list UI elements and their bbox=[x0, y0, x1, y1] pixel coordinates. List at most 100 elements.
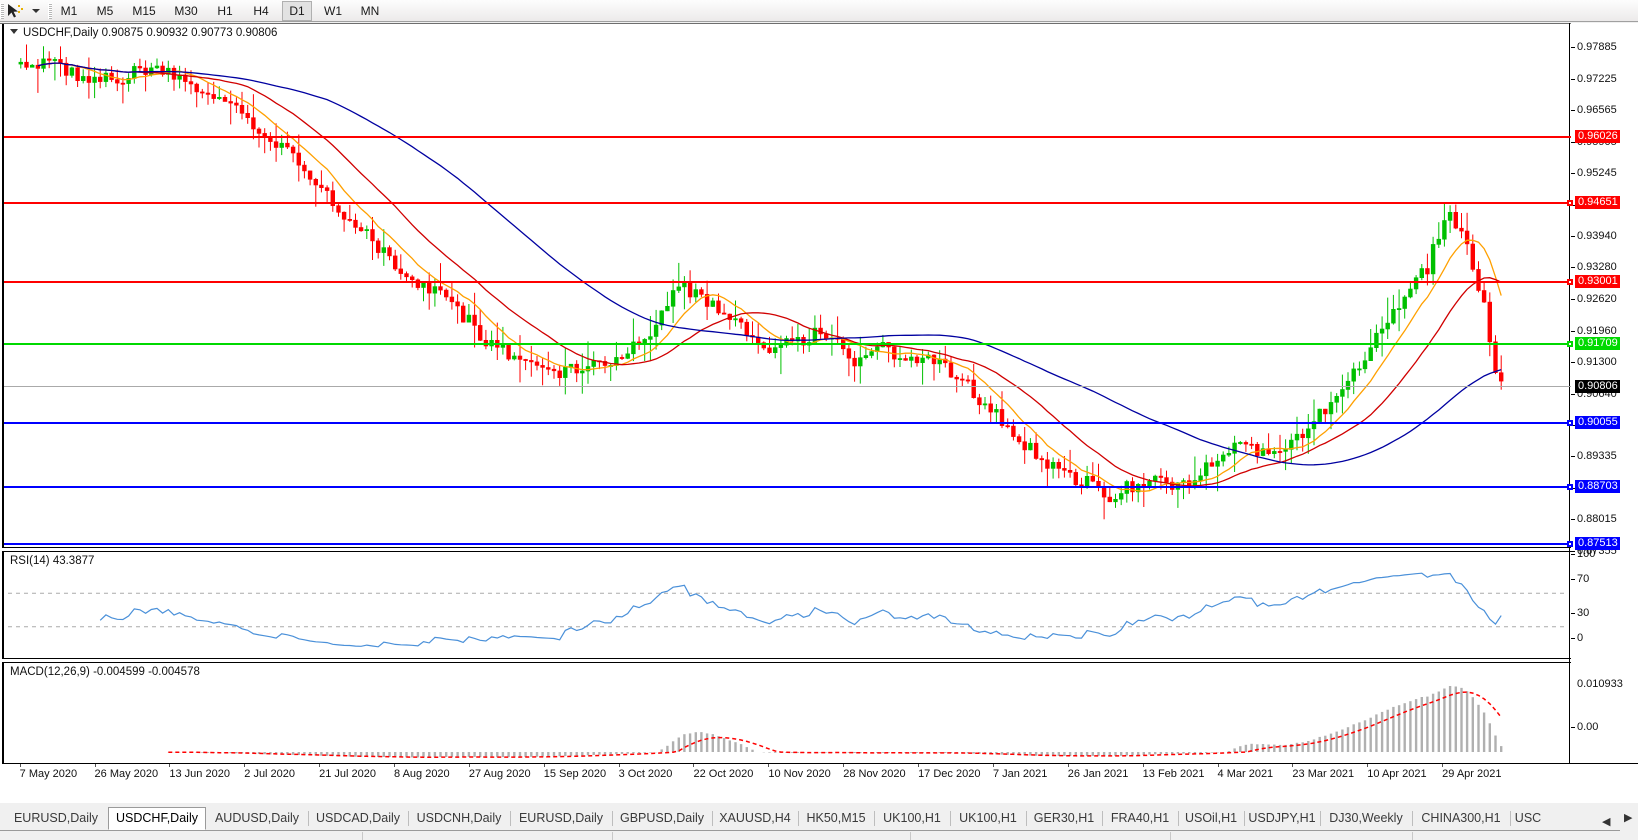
arrow-cursor-icon[interactable] bbox=[4, 2, 30, 20]
chart-menu-caret-icon[interactable] bbox=[10, 29, 18, 34]
price-tick-label: 0.88015 bbox=[1577, 513, 1617, 526]
date-tick-label: 17 Dec 2020 bbox=[918, 768, 981, 780]
tab-separator bbox=[1510, 811, 1511, 826]
tabbar-grid-line bbox=[910, 832, 911, 840]
chart-tabbar: EURUSD,Daily USDCHF,Daily AUDUSD,Daily USDC… bbox=[0, 802, 1638, 840]
chart-tab-china300-h1[interactable]: CHINA300,H1 bbox=[1421, 811, 1501, 825]
price-tick-label: 0.97225 bbox=[1577, 72, 1617, 85]
ma-mid-21 bbox=[37, 62, 1502, 487]
price-pane[interactable]: USDCHF,Daily 0.90875 0.90932 0.90773 0.9… bbox=[2, 24, 1636, 548]
price-axis[interactable]: 0.978850.972250.965650.959050.952450.945… bbox=[1571, 23, 1638, 781]
chart-tab-usdjpy-h1[interactable]: USDJPY,H1 bbox=[1248, 811, 1316, 825]
level-line-handle[interactable] bbox=[1567, 484, 1573, 491]
date-tick-label: 7 May 2020 bbox=[19, 768, 78, 780]
chart-tab-uk100-h1[interactable]: UK100,H1 bbox=[959, 811, 1017, 825]
tab-separator bbox=[1026, 811, 1027, 826]
rsi-pane[interactable]: RSI(14) 43.3877 bbox=[2, 551, 1636, 659]
timeframe-button-h1[interactable]: H1 bbox=[217, 4, 233, 18]
price-tick-label: 0.91300 bbox=[1577, 356, 1617, 369]
level-line-current-price[interactable] bbox=[4, 385, 1571, 387]
tab-scroll-next-icon[interactable]: ▶ bbox=[1624, 812, 1633, 824]
date-tick bbox=[319, 764, 321, 767]
date-tick-label: 23 Mar 2021 bbox=[1292, 768, 1355, 780]
timeframe-button-w1[interactable]: W1 bbox=[324, 4, 342, 18]
tab-separator bbox=[1178, 811, 1179, 826]
toolbar-grip[interactable] bbox=[0, 3, 4, 19]
level-line-support-1[interactable] bbox=[4, 419, 1573, 426]
price-tick bbox=[1571, 299, 1575, 300]
date-tick bbox=[693, 764, 695, 767]
price-tick bbox=[1571, 267, 1575, 269]
macd-histogram bbox=[167, 686, 1503, 758]
date-tick-label: 29 Apr 2021 bbox=[1442, 768, 1502, 780]
chart-tab-gbpusd-daily[interactable]: GBPUSD,Daily bbox=[619, 811, 705, 825]
price-tick-label: 0.92620 bbox=[1577, 293, 1617, 305]
chart-symbol-ohlc: USDCHF,Daily 0.90875 0.90932 0.90773 0.9… bbox=[23, 27, 278, 39]
level-line-pivot[interactable] bbox=[4, 340, 1573, 347]
tabbar-grid-line bbox=[1170, 832, 1171, 840]
rsi-header: RSI(14) 43.3877 bbox=[10, 555, 95, 567]
date-tick-label: 10 Nov 2020 bbox=[768, 768, 831, 780]
level-price-label-support-3: 0.87513 bbox=[1575, 537, 1620, 551]
rsi-line bbox=[99, 572, 1502, 648]
timeframe-grip[interactable] bbox=[48, 3, 52, 19]
tab-scroll-prev-icon[interactable]: ◀ bbox=[1602, 816, 1611, 828]
rsi-tick-label: 30 bbox=[1577, 606, 1590, 619]
chart-tab-usoil-h1[interactable]: USOil,H1 bbox=[1184, 811, 1238, 825]
macd-plot bbox=[167, 686, 1503, 758]
tab-separator bbox=[874, 811, 875, 826]
chart-symbol-header: USDCHF,Daily 0.90875 0.90932 0.90773 0.9… bbox=[10, 27, 277, 39]
level-line-handle[interactable] bbox=[1567, 340, 1573, 347]
level-line-handle[interactable] bbox=[1567, 419, 1573, 426]
chart-tab-audusd-daily[interactable]: AUDUSD,Daily bbox=[214, 811, 300, 825]
price-tick bbox=[1571, 47, 1575, 48]
level-line-support-3[interactable] bbox=[4, 541, 1573, 548]
chart-tab-usdcad-daily[interactable]: USDCAD,Daily bbox=[315, 811, 401, 825]
date-tick bbox=[394, 764, 395, 767]
rsi-plot bbox=[8, 572, 1564, 648]
chart-tab-fra40-h1[interactable]: FRA40,H1 bbox=[1110, 811, 1170, 825]
date-tick-label: 10 Apr 2021 bbox=[1367, 768, 1427, 780]
level-price-label-pivot: 0.91709 bbox=[1575, 336, 1620, 350]
chart-tab-usdchf-daily[interactable]: USDCHF,Daily bbox=[108, 807, 206, 830]
level-line-resistance-2[interactable] bbox=[4, 199, 1573, 206]
rsi-tick-label: 0 bbox=[1577, 632, 1584, 644]
level-line-support-2[interactable] bbox=[4, 484, 1573, 491]
chart-tab-eurusd-daily[interactable]: EURUSD,Daily bbox=[518, 811, 604, 825]
timeframe-button-mn[interactable]: MN bbox=[360, 4, 380, 18]
chart-tab-dj30-weekly[interactable]: DJ30,Weekly bbox=[1329, 811, 1403, 825]
price-tick-label: 0.95245 bbox=[1577, 167, 1617, 180]
timeframe-button-d1[interactable]: D1 bbox=[282, 1, 312, 21]
chart-tab-usc[interactable]: USC bbox=[1514, 811, 1542, 825]
chart-tab-xauusd-h4[interactable]: XAUUSD,H4 bbox=[719, 811, 791, 825]
ma-fast-9 bbox=[37, 62, 1502, 492]
price-tick-label: 0.97885 bbox=[1577, 41, 1617, 53]
chart-tab-usdcnh-daily[interactable]: USDCNH,Daily bbox=[416, 811, 502, 825]
rsi-tick bbox=[1571, 638, 1575, 639]
toolbar-dropdown-icon[interactable] bbox=[32, 9, 40, 13]
level-price-label-support-2: 0.88703 bbox=[1575, 480, 1620, 494]
timeframe-button-h4[interactable]: H4 bbox=[253, 4, 269, 18]
level-line-handle[interactable] bbox=[1567, 199, 1573, 206]
date-tick-label: 28 Nov 2020 bbox=[843, 768, 906, 780]
price-tick-label: 0.89335 bbox=[1577, 450, 1617, 463]
chart-tab-eurusd-daily[interactable]: EURUSD,Daily bbox=[13, 811, 99, 825]
level-line-resistance-3[interactable] bbox=[4, 278, 1573, 285]
level-line-handle[interactable] bbox=[1567, 278, 1573, 285]
timeframe-button-m15[interactable]: M15 bbox=[132, 4, 156, 18]
macd-pane[interactable]: MACD(12,26,9) -0.004599 -0.004578 bbox=[2, 662, 1636, 764]
chart-tab-hk50-m15[interactable]: HK50,M15 bbox=[806, 811, 866, 825]
price-tick-label: 0.93940 bbox=[1577, 229, 1617, 242]
chart-frame: USDCHF,Daily 0.90875 0.90932 0.90773 0.9… bbox=[0, 23, 1638, 802]
level-line-handle[interactable] bbox=[1567, 541, 1573, 548]
time-axis[interactable]: 7 May 2020 26 May 2020 13 Jun 2020 2 Jul 20… bbox=[2, 763, 1638, 783]
date-tick bbox=[543, 764, 545, 767]
date-tick-label: 13 Jun 2020 bbox=[169, 768, 230, 780]
chart-tab-uk100-h1[interactable]: UK100,H1 bbox=[883, 811, 941, 825]
timeframe-button-m30[interactable]: M30 bbox=[174, 4, 198, 18]
chart-tab-ger30-h1[interactable]: GER30,H1 bbox=[1033, 811, 1095, 825]
date-tick-label: 27 Aug 2020 bbox=[468, 768, 531, 780]
level-line-resistance-1[interactable] bbox=[4, 135, 1571, 138]
timeframe-button-m5[interactable]: M5 bbox=[96, 4, 114, 18]
timeframe-button-m1[interactable]: M1 bbox=[60, 4, 78, 18]
